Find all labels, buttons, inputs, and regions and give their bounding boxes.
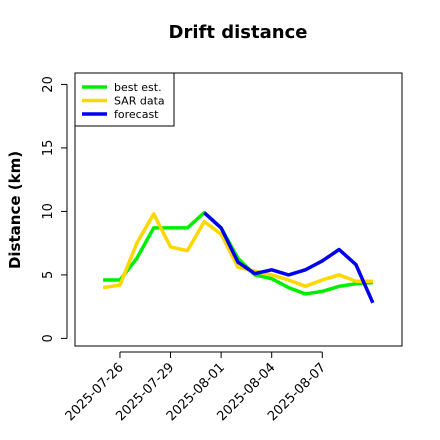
legend-label: forecast bbox=[114, 108, 159, 121]
y-tick-label: 15 bbox=[41, 140, 56, 157]
legend-label: best est. bbox=[114, 81, 162, 94]
chart-title: Drift distance bbox=[169, 22, 308, 43]
y-tick-label: 5 bbox=[41, 271, 56, 279]
y-axis-label: Distance (km) bbox=[6, 151, 24, 269]
y-tick-label: 20 bbox=[41, 76, 56, 93]
y-tick-label: 10 bbox=[41, 203, 56, 220]
series-line bbox=[102, 212, 373, 290]
series-line bbox=[203, 211, 375, 304]
plot-frame bbox=[74, 72, 403, 347]
y-tick-label: 0 bbox=[41, 334, 56, 342]
legend-label: SAR data bbox=[114, 95, 165, 108]
